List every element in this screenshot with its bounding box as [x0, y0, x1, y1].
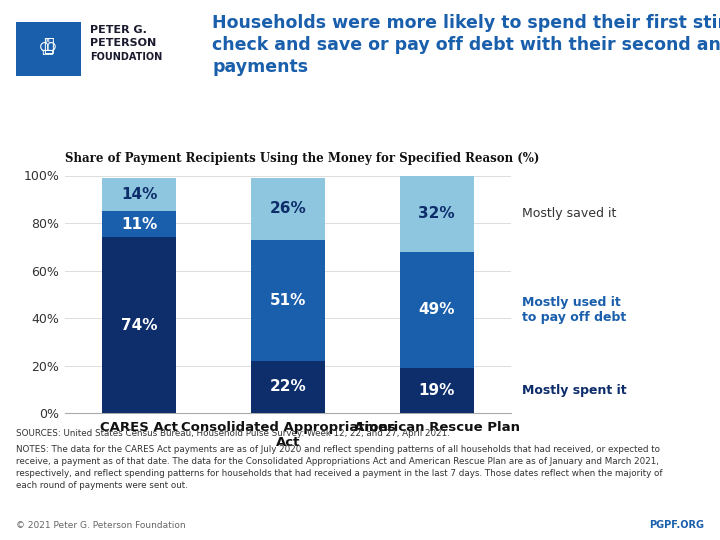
- Text: 14%: 14%: [121, 187, 158, 202]
- FancyBboxPatch shape: [16, 22, 81, 76]
- Bar: [400, 252, 474, 368]
- Text: 22%: 22%: [269, 380, 307, 394]
- Text: 51%: 51%: [270, 293, 306, 308]
- Text: Share of Payment Recipients Using the Money for Specified Reason (%): Share of Payment Recipients Using the Mo…: [65, 152, 539, 165]
- Text: 11%: 11%: [121, 217, 158, 232]
- Text: Households were more likely to spend their first stimulus
check and save or pay : Households were more likely to spend the…: [212, 14, 720, 76]
- Bar: [400, 368, 474, 413]
- Text: 74%: 74%: [121, 318, 158, 333]
- Text: © 2021 Peter G. Peterson Foundation: © 2021 Peter G. Peterson Foundation: [16, 521, 186, 530]
- Text: Mostly saved it: Mostly saved it: [522, 207, 616, 220]
- Text: PETER G.: PETER G.: [90, 25, 147, 35]
- Text: 49%: 49%: [418, 302, 455, 317]
- Bar: [102, 178, 176, 211]
- Text: ♔: ♔: [38, 38, 58, 59]
- Text: 🏛: 🏛: [43, 37, 53, 55]
- Text: Mostly used it
to pay off debt: Mostly used it to pay off debt: [522, 296, 626, 324]
- Text: PETERSON: PETERSON: [90, 38, 156, 48]
- Bar: [251, 240, 325, 361]
- Bar: [251, 361, 325, 413]
- Text: FOUNDATION: FOUNDATION: [90, 52, 162, 62]
- Bar: [102, 237, 176, 413]
- Text: PGPF.ORG: PGPF.ORG: [649, 520, 704, 530]
- Bar: [400, 176, 474, 252]
- Text: SOURCES: United States Census Bureau, Household Pulse Survey: Week 12, 22, and 2: SOURCES: United States Census Bureau, Ho…: [16, 429, 449, 438]
- Bar: [251, 178, 325, 240]
- Text: 32%: 32%: [418, 206, 455, 221]
- Text: 26%: 26%: [269, 201, 307, 216]
- Bar: [102, 211, 176, 237]
- Text: 19%: 19%: [418, 383, 455, 398]
- Text: Mostly spent it: Mostly spent it: [522, 384, 626, 397]
- Text: NOTES: The data for the CARES Act payments are as of July 2020 and reflect spend: NOTES: The data for the CARES Act paymen…: [16, 446, 662, 490]
